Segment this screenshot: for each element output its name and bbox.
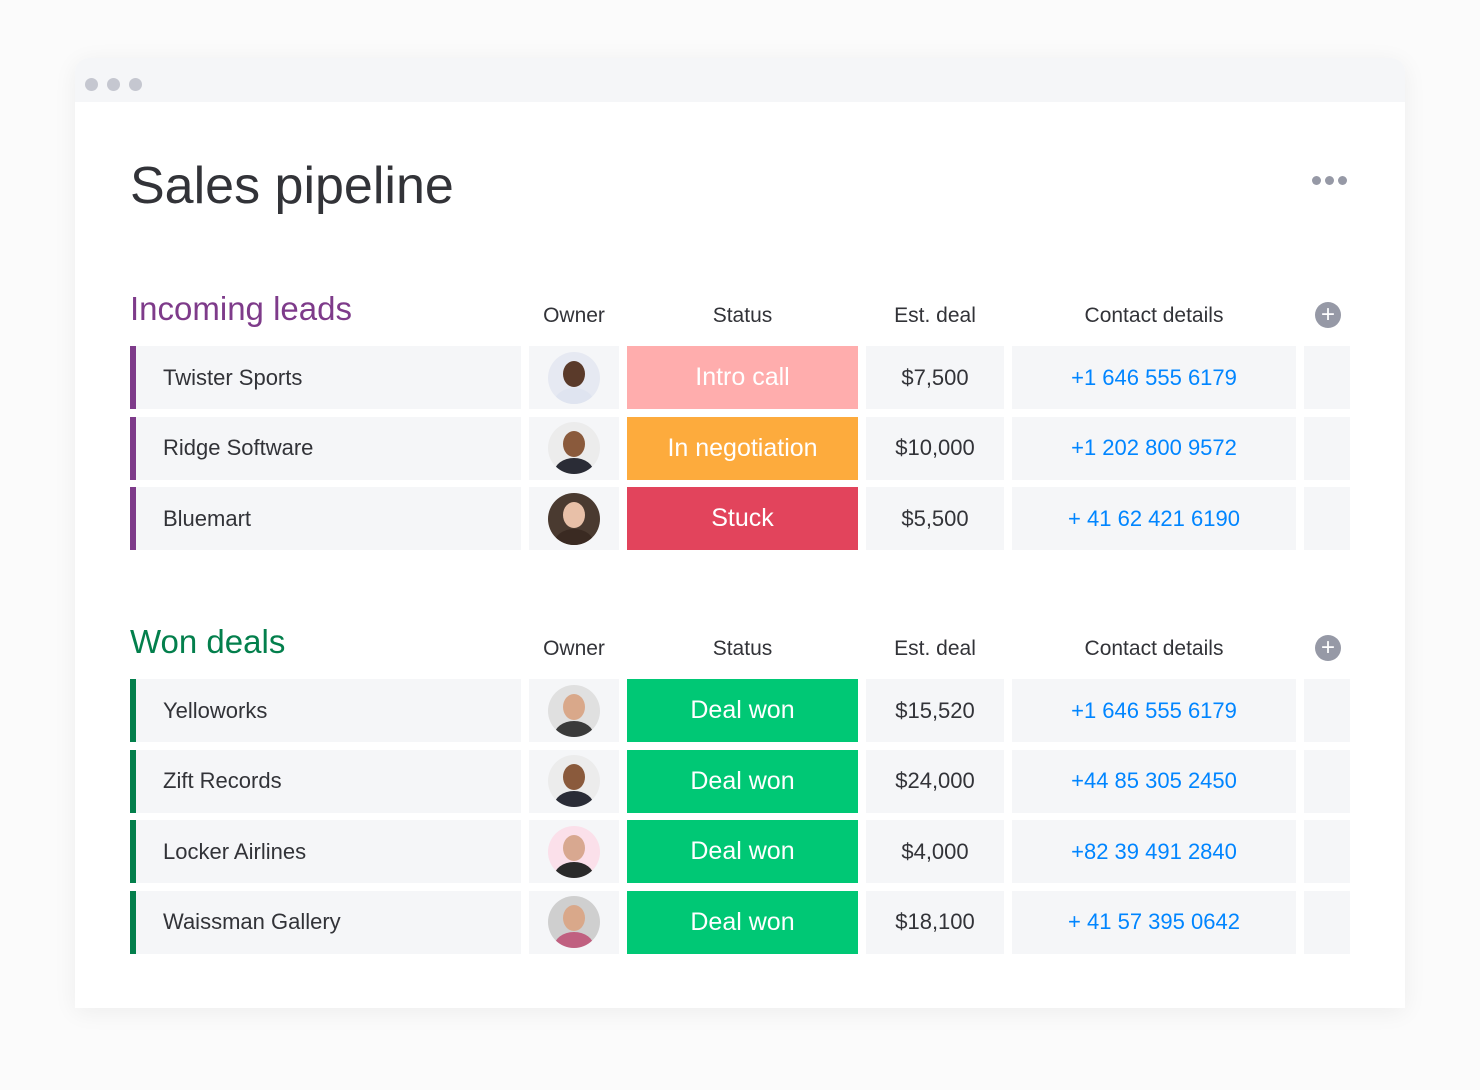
avatar bbox=[548, 825, 600, 878]
window-dot-icon bbox=[107, 78, 120, 91]
avatar bbox=[548, 492, 600, 545]
group-title[interactable]: Incoming leads bbox=[130, 290, 352, 327]
page-title: Sales pipeline bbox=[130, 157, 454, 215]
item-name[interactable]: Ridge Software bbox=[130, 416, 521, 480]
est-deal-value[interactable]: $10,000 bbox=[866, 416, 1004, 480]
column-header-est-deal: Est. deal bbox=[894, 304, 976, 327]
owner-cell[interactable] bbox=[529, 749, 619, 813]
table-row[interactable]: Bluemart Stuck $5,500 + 41 62 421 6190 bbox=[130, 487, 1350, 550]
table-row[interactable]: Waissman Gallery Deal won $18,100 + 41 5… bbox=[130, 890, 1350, 954]
column-header-owner: Owner bbox=[543, 637, 605, 660]
item-name[interactable]: Waissman Gallery bbox=[130, 890, 521, 954]
avatar bbox=[548, 351, 600, 404]
status-badge[interactable]: Deal won bbox=[627, 749, 858, 813]
avatar bbox=[548, 896, 600, 948]
contact-phone-link[interactable]: + 41 57 395 0642 bbox=[1012, 890, 1296, 954]
item-name[interactable]: Bluemart bbox=[130, 487, 521, 550]
owner-cell[interactable] bbox=[529, 679, 619, 742]
column-header-contact: Contact details bbox=[1084, 304, 1224, 327]
column-header-owner: Owner bbox=[543, 304, 605, 327]
item-name[interactable]: Locker Airlines bbox=[130, 820, 521, 883]
status-badge[interactable]: Deal won bbox=[627, 679, 858, 742]
avatar bbox=[548, 684, 600, 737]
group-title[interactable]: Won deals bbox=[130, 623, 286, 660]
empty-cell bbox=[1304, 820, 1350, 883]
more-options-icon[interactable] bbox=[1312, 176, 1347, 185]
add-column-plus-icon[interactable]: + bbox=[1315, 302, 1341, 328]
contact-phone-link[interactable]: +1 646 555 6179 bbox=[1012, 679, 1296, 742]
owner-cell[interactable] bbox=[529, 890, 619, 954]
item-name[interactable]: Yelloworks bbox=[130, 679, 521, 742]
owner-cell[interactable] bbox=[529, 346, 619, 409]
item-name[interactable]: Zift Records bbox=[130, 749, 521, 813]
column-header-status: Status bbox=[712, 637, 773, 660]
est-deal-value[interactable]: $24,000 bbox=[866, 749, 1004, 813]
contact-phone-link[interactable]: +1 646 555 6179 bbox=[1012, 346, 1296, 409]
owner-cell[interactable] bbox=[529, 487, 619, 550]
table-row[interactable]: Locker Airlines Deal won $4,000 +82 39 4… bbox=[130, 820, 1350, 883]
column-header-contact: Contact details bbox=[1084, 637, 1224, 660]
empty-cell bbox=[1304, 890, 1350, 954]
est-deal-value[interactable]: $15,520 bbox=[866, 679, 1004, 742]
table-row[interactable]: Ridge Software In negotiation $10,000 +1… bbox=[130, 416, 1350, 480]
window-dot-icon bbox=[85, 78, 98, 91]
app-window: Sales pipeline Incoming leads Owner Stat… bbox=[75, 58, 1405, 1008]
est-deal-value[interactable]: $4,000 bbox=[866, 820, 1004, 883]
contact-phone-link[interactable]: +44 85 305 2450 bbox=[1012, 749, 1296, 813]
item-name[interactable]: Twister Sports bbox=[130, 346, 521, 409]
column-header-est-deal: Est. deal bbox=[894, 637, 976, 660]
status-badge[interactable]: Deal won bbox=[627, 820, 858, 883]
table-row[interactable]: Twister Sports Intro call $7,500 +1 646 … bbox=[130, 346, 1350, 409]
window-titlebar bbox=[75, 58, 1405, 102]
est-deal-value[interactable]: $7,500 bbox=[866, 346, 1004, 409]
status-badge[interactable]: In negotiation bbox=[627, 416, 858, 480]
window-dot-icon bbox=[129, 78, 142, 91]
empty-cell bbox=[1304, 749, 1350, 813]
owner-cell[interactable] bbox=[529, 416, 619, 480]
empty-cell bbox=[1304, 487, 1350, 550]
column-header-status: Status bbox=[712, 304, 773, 327]
status-badge[interactable]: Deal won bbox=[627, 890, 858, 954]
contact-phone-link[interactable]: +1 202 800 9572 bbox=[1012, 416, 1296, 480]
contact-phone-link[interactable]: +82 39 491 2840 bbox=[1012, 820, 1296, 883]
avatar bbox=[548, 422, 600, 474]
empty-cell bbox=[1304, 679, 1350, 742]
est-deal-value[interactable]: $18,100 bbox=[866, 890, 1004, 954]
table-row[interactable]: Zift Records Deal won $24,000 +44 85 305… bbox=[130, 749, 1350, 813]
contact-phone-link[interactable]: + 41 62 421 6190 bbox=[1012, 487, 1296, 550]
empty-cell bbox=[1304, 416, 1350, 480]
add-column-plus-icon[interactable]: + bbox=[1315, 635, 1341, 661]
status-badge[interactable]: Stuck bbox=[627, 487, 858, 550]
table-row[interactable]: Yelloworks Deal won $15,520 +1 646 555 6… bbox=[130, 679, 1350, 742]
empty-cell bbox=[1304, 346, 1350, 409]
avatar bbox=[548, 755, 600, 807]
owner-cell[interactable] bbox=[529, 820, 619, 883]
est-deal-value[interactable]: $5,500 bbox=[866, 487, 1004, 550]
status-badge[interactable]: Intro call bbox=[627, 346, 858, 409]
